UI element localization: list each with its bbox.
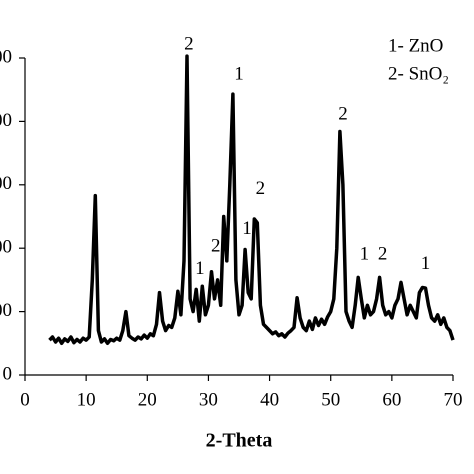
peak-label: 1 <box>195 258 205 279</box>
x-tick-label: 30 <box>199 389 218 410</box>
x-axis-label: 2-Theta <box>206 430 273 452</box>
y-tick-label: 0 <box>3 363 13 384</box>
peak-label: 1 <box>234 63 244 84</box>
legend-note: 2- SnO₂ <box>388 63 449 84</box>
peak-label: 1 <box>421 253 431 274</box>
x-tick-label: 70 <box>444 389 463 410</box>
y-tick-label: 400 <box>0 110 12 131</box>
x-tick-label: 20 <box>138 389 157 410</box>
peak-label: 1 <box>360 244 370 265</box>
y-tick-label: 200 <box>0 237 12 258</box>
y-tick-label: 300 <box>0 173 12 194</box>
peak-label: 2 <box>211 235 221 256</box>
peak-label: 2 <box>378 244 388 265</box>
y-tick-label: 100 <box>0 300 12 321</box>
x-tick-label: 10 <box>77 389 96 410</box>
x-tick-label: 60 <box>382 389 401 410</box>
legend-note: 1- ZnO <box>388 35 443 56</box>
xrd-line <box>48 54 455 346</box>
peak-label: 2 <box>256 178 266 199</box>
peak-label: 2 <box>338 103 348 124</box>
peak-label: 2 <box>184 34 194 55</box>
x-tick-label: 0 <box>20 389 30 410</box>
y-tick-label: 500 <box>0 46 12 67</box>
x-tick-label: 50 <box>321 389 340 410</box>
peak-label: 1 <box>242 218 252 239</box>
x-tick-label: 40 <box>260 389 279 410</box>
